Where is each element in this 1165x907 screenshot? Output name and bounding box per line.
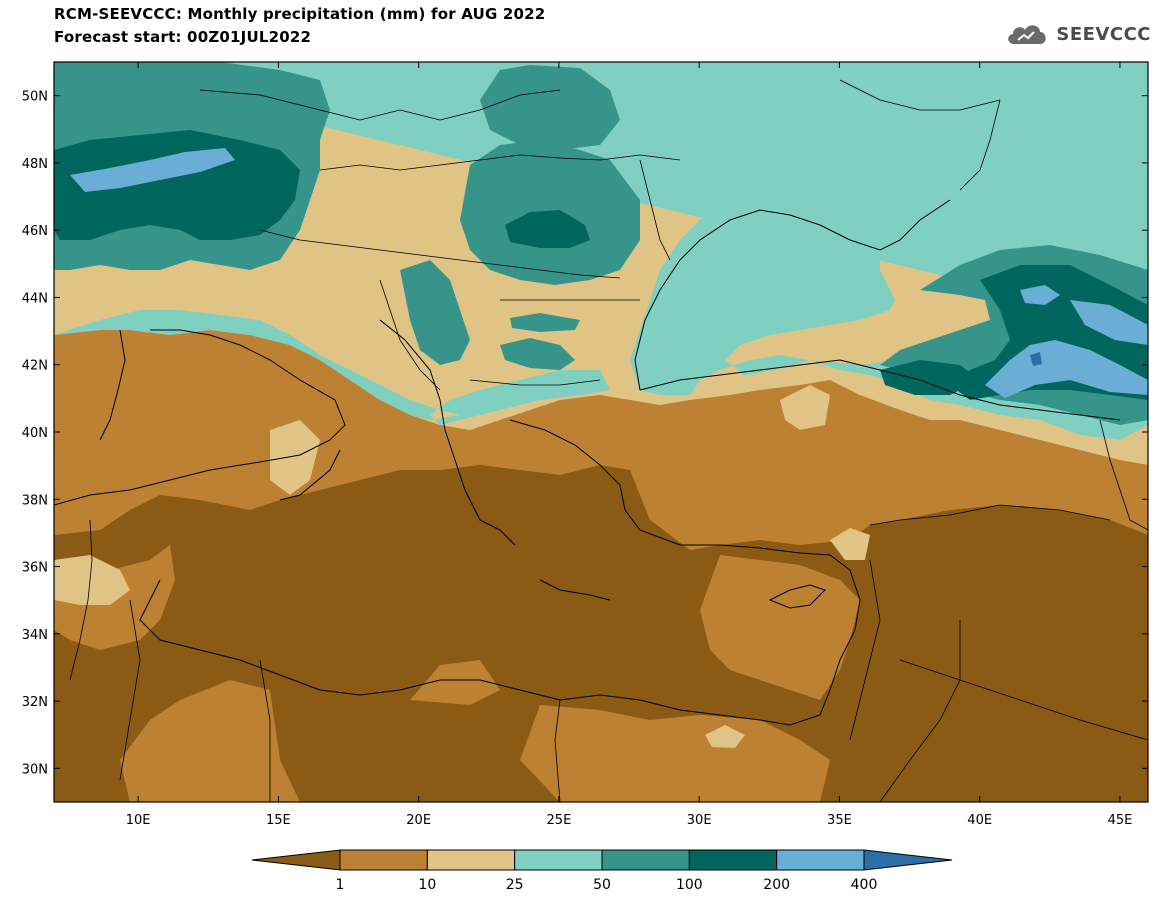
field-band-max bbox=[1030, 352, 1042, 366]
colorbar-label: 1 bbox=[336, 877, 345, 893]
field-band-10-25-coast bbox=[700, 555, 860, 700]
colorbar-swatch bbox=[688, 849, 778, 871]
colorbar-swatch bbox=[776, 849, 865, 871]
lon-tick-label: 35E bbox=[827, 813, 852, 828]
field-band-10-25-libya bbox=[410, 660, 500, 705]
colorbar-label: 50 bbox=[593, 877, 611, 893]
colorbar-label: 10 bbox=[418, 877, 436, 893]
field-band-400-plus-caucasus-e bbox=[1070, 300, 1148, 345]
lat-tick-label: 50N bbox=[22, 90, 48, 105]
colorbar-label: 100 bbox=[676, 877, 703, 893]
lat-tick-label: 30N bbox=[22, 762, 48, 777]
lat-tick-label: 46N bbox=[22, 224, 48, 239]
field-band-25-50-algeria bbox=[54, 555, 130, 605]
colorbar-label: 25 bbox=[506, 877, 524, 893]
colorbar-swatch bbox=[601, 849, 690, 871]
field-band-100-200-bulgaria bbox=[500, 338, 575, 370]
coastlines bbox=[54, 199, 1121, 726]
precipitation-field bbox=[54, 62, 1148, 802]
lon-tick-label: 30E bbox=[687, 813, 712, 828]
field-band-200-400-turkey-ne bbox=[880, 360, 980, 395]
field-band-25-50-pannonia bbox=[360, 180, 460, 235]
logo-text: SEEVCCC bbox=[1056, 23, 1151, 45]
colorbar-swatch bbox=[339, 849, 428, 871]
lon-tick-label: 15E bbox=[266, 813, 291, 828]
colorbar-right-arrow bbox=[863, 849, 953, 871]
lon-tick-label: 20E bbox=[406, 813, 431, 828]
field-band-400-plus-alps bbox=[70, 148, 235, 192]
seevccc-logo: SEEVCCC bbox=[1004, 20, 1151, 48]
colorbar-swatch bbox=[514, 849, 603, 871]
lat-tick-label: 34N bbox=[22, 628, 48, 643]
field-band-10-25-africa-west bbox=[120, 680, 300, 802]
field-band-100-200-poland bbox=[480, 65, 620, 150]
colorbar-left-arrow bbox=[251, 849, 341, 871]
lon-tick-label: 45E bbox=[1108, 813, 1133, 828]
lat-tick-label: 42N bbox=[22, 359, 48, 374]
lat-tick-label: 48N bbox=[22, 157, 48, 172]
field-band-200-400-carpathian bbox=[505, 210, 590, 248]
lon-tick-label: 25E bbox=[547, 813, 572, 828]
field-band-400-plus-caucasus-w bbox=[1020, 285, 1060, 305]
field-band-200-400-alps bbox=[54, 130, 300, 240]
field-band-100-200-balkan bbox=[400, 260, 470, 365]
map-title: RCM-SEEVCCC: Monthly precipitation (mm) … bbox=[54, 5, 546, 23]
lon-tick-label: 10E bbox=[126, 813, 151, 828]
field-band-400-plus-georgia bbox=[985, 340, 1148, 398]
field-band-25-50-turkey-east bbox=[780, 385, 830, 430]
country-borders bbox=[69, 79, 1148, 802]
colorbar-swatch bbox=[426, 849, 516, 871]
colorbar-label: 400 bbox=[851, 877, 878, 893]
field-band-50-100 bbox=[54, 62, 1148, 440]
field-band-25-50-levant bbox=[830, 528, 870, 560]
lat-tick-label: 40N bbox=[22, 426, 48, 441]
field-band-25-50-italy bbox=[270, 420, 320, 495]
forecast-start-label: Forecast start: 00Z01JUL2022 bbox=[54, 28, 312, 46]
lon-tick-label: 40E bbox=[967, 813, 992, 828]
colorbar-legend: 1 10 25 50 100 200 400 bbox=[251, 849, 953, 893]
latitude-axis: 50N 48N 46N 44N 42N 40N 38N 36N 34N 32N 30N bbox=[22, 90, 1148, 777]
cloud-icon bbox=[1008, 25, 1047, 44]
field-band-100-200-serbia bbox=[510, 313, 580, 332]
lat-tick-label: 32N bbox=[22, 695, 48, 710]
lat-tick-label: 38N bbox=[22, 493, 48, 508]
longitude-axis: 10E 15E 20E 25E 30E 35E 40E 45E bbox=[126, 62, 1133, 828]
field-band-25-50-egypt bbox=[705, 725, 745, 748]
colorbar-label: 200 bbox=[763, 877, 790, 893]
field-band-10-25-egypt bbox=[520, 705, 830, 802]
lat-tick-label: 36N bbox=[22, 561, 48, 576]
lat-tick-label: 44N bbox=[22, 291, 48, 306]
